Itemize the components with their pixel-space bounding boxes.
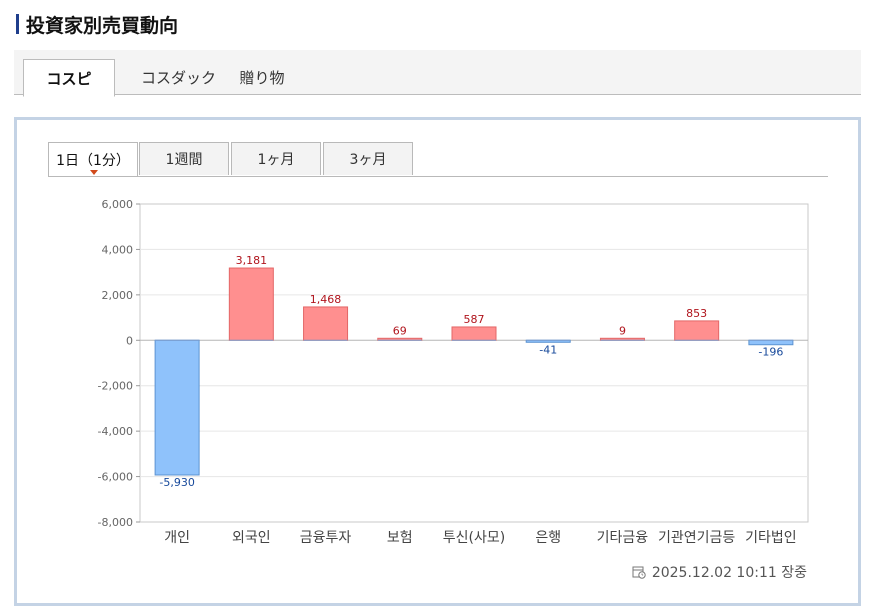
y-tick-label: 6,000: [102, 198, 134, 211]
tab-1-month[interactable]: 1ヶ月: [231, 142, 321, 175]
x-tick-label: 투신(사모): [443, 530, 505, 546]
data-label: -41: [539, 343, 557, 356]
y-tick-label: 2,000: [102, 289, 134, 302]
y-tick-label: -6,000: [98, 471, 133, 484]
data-label: 853: [686, 307, 707, 320]
bar: [674, 320, 720, 341]
tab-kospi[interactable]: コスピ: [23, 59, 115, 97]
timestamp: 2025.12.02 10:11 장중: [632, 562, 807, 582]
y-tick-label: -2,000: [98, 380, 133, 393]
x-tick-label: 기타법인: [745, 530, 797, 546]
x-tick-label: 은행: [535, 530, 561, 546]
timestamp-text: 2025.12.02 10:11 장중: [651, 565, 807, 581]
tab-kosdaq[interactable]: コスダック: [140, 68, 216, 87]
market-tabs: コスピ コスダック 贈り物: [14, 50, 861, 97]
data-label: 3,181: [236, 254, 268, 267]
bar: [228, 267, 274, 341]
bar: [303, 306, 349, 341]
plot-area: [139, 203, 809, 523]
y-tick-label: 4,000: [102, 243, 134, 256]
period-tabs: 1日（1分） 1週間 1ヶ月 3ヶ月: [48, 142, 828, 177]
data-label: -196: [758, 346, 783, 359]
y-tick-label: 0: [126, 334, 133, 347]
bar: [748, 339, 794, 346]
x-tick-label: 기관연기금등: [658, 530, 735, 546]
x-tick-label: 외국인: [232, 530, 271, 546]
x-tick-label: 금융투자: [300, 530, 352, 546]
calendar-clock-icon: [632, 566, 646, 579]
data-label: 587: [464, 313, 485, 326]
y-tick-label: -8,000: [98, 516, 133, 529]
data-label: -5,930: [159, 476, 194, 489]
data-label: 9: [619, 324, 626, 337]
title-accent-bar: [16, 14, 19, 34]
bar: [451, 326, 497, 341]
bar: [154, 339, 200, 476]
x-tick-label: 개인: [164, 530, 190, 546]
y-tick-label: -4,000: [98, 425, 133, 438]
tab-3-months[interactable]: 3ヶ月: [323, 142, 413, 175]
page-title: 投資家別売買動向: [26, 14, 179, 37]
data-label: 69: [393, 324, 407, 337]
x-tick-label: 보험: [387, 530, 413, 546]
investor-trading-bar-chart: 6,000 4,000 2,000 0 -2,000 -4,000 -6,000 -8,000…: [98, 198, 809, 546]
chart-panel: 1日（1分） 1週間 1ヶ月 3ヶ月 6,000 4,000 2,000 0 -2,00…: [14, 117, 861, 606]
page-header: 投資家別売買動向: [16, 10, 178, 38]
active-tab-marker-icon: [90, 170, 98, 175]
data-label: 1,468: [310, 293, 342, 306]
tab-gift[interactable]: 贈り物: [239, 68, 285, 87]
tab-1-week[interactable]: 1週間: [139, 142, 229, 175]
x-tick-label: 기타금융: [597, 530, 649, 546]
